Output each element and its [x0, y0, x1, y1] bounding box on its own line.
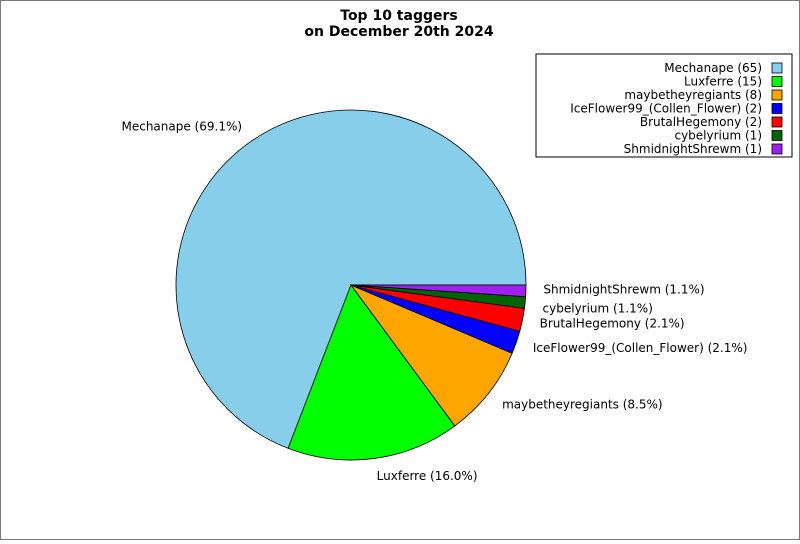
legend-label: Luxferre (15) [684, 75, 762, 89]
legend-swatch [771, 76, 783, 87]
slice-label: Luxferre (16.0%) [377, 469, 478, 483]
slice-label: ShmidnightShrewm (1.1%) [543, 282, 704, 296]
legend-box [535, 53, 793, 158]
legend-swatch [771, 62, 783, 74]
pie-slice-mechanape [175, 109, 527, 449]
slice-labels: Mechanape (69.1%) Luxferre (16.0%) maybeth… [121, 119, 747, 482]
chart-title-line-1: Top 10 taggers [340, 8, 457, 24]
legend-swatch [771, 143, 783, 155]
legend-label: maybetheyregiants (8) [624, 88, 762, 102]
slice-label: BrutalHegemony (2.1%) [540, 316, 685, 330]
legend-swatch [771, 116, 783, 128]
legend: Mechanape (65)Luxferre (15)maybetheyregi… [535, 53, 793, 158]
legend-label: cybelyrium (1) [674, 129, 762, 143]
legend-swatch [771, 103, 783, 114]
slice-label: IceFlower99_(Collen_Flower) (2.1%) [533, 341, 748, 355]
slice-label: maybetheyregiants (8.5%) [502, 397, 663, 411]
legend-label: BrutalHegemony (2) [640, 115, 762, 129]
pie-slice-luxferre [287, 284, 456, 461]
pie-slice-shmidnightshrewm [350, 284, 527, 298]
legend-label: IceFlower99_(Collen_Flower) (2) [570, 102, 762, 116]
chart-title-line-2: on December 20th 2024 [304, 24, 493, 40]
legend-label: Mechanape (65) [664, 61, 762, 75]
slice-label: cybelyrium (1.1%) [543, 301, 653, 315]
pie-slice-maybetheyregiants [349, 284, 513, 427]
legend-swatch [771, 130, 783, 141]
slice-label: Mechanape (69.1%) [121, 119, 242, 133]
legend-swatch [771, 89, 783, 101]
pie-slices [175, 109, 527, 461]
legend-label: ShmidnightShrewm (1) [624, 142, 762, 156]
